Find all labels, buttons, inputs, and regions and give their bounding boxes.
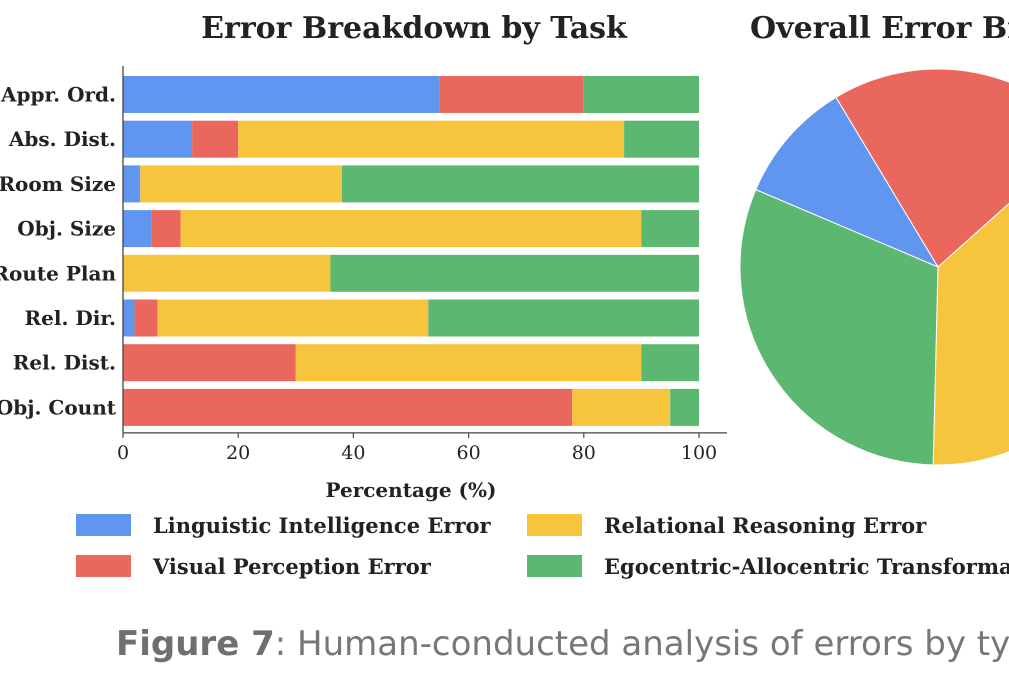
legend: Linguistic Intelligence Error Relational …	[76, 513, 1009, 579]
bar-series-group	[123, 76, 699, 426]
x-tick-label-3: 60	[457, 442, 481, 464]
bar-2-series-3	[341, 165, 699, 203]
bar-1-series-0	[123, 120, 193, 158]
y-tick-label-3: Obj. Size	[17, 217, 116, 241]
bar-6-series-1	[123, 344, 296, 382]
bar-5-series-0	[123, 299, 135, 337]
x-tick-label-2: 40	[341, 442, 365, 464]
bar-chart-title: Error Breakdown by Task	[201, 11, 628, 46]
bar-5-series-2	[157, 299, 429, 337]
figure-caption: Figure 7: Human-conducted analysis of er…	[116, 624, 1009, 664]
bar-axes	[122, 66, 727, 434]
legend-swatch-3	[527, 555, 582, 577]
x-axis-label: Percentage (%)	[325, 478, 496, 502]
chart-canvas: Error Breakdown by Task Overall Error Br…	[0, 11, 1009, 579]
legend-swatch-0	[76, 514, 131, 536]
pie-slices-group	[739, 68, 1009, 466]
bar-7-series-2	[572, 388, 671, 426]
bar-3-series-3	[641, 210, 699, 248]
y-tick-label-2: Room Size	[0, 172, 116, 196]
x-tick-label-5: 100	[681, 442, 717, 464]
y-tick-label-1: Abs. Dist.	[8, 127, 116, 151]
bar-3-series-2	[180, 210, 642, 248]
y-tick-label-0: Appr. Ord.	[0, 83, 116, 107]
legend-label-0: Linguistic Intelligence Error	[153, 513, 492, 538]
bar-0-series-0	[123, 76, 440, 113]
y-tick-label-4: Route Plan	[0, 261, 116, 285]
pie-chart-title: Overall Error Breakdown	[750, 11, 1009, 46]
x-tick-label-1: 20	[226, 442, 250, 464]
bar-4-series-3	[330, 254, 699, 292]
bar-0-series-3	[583, 76, 699, 113]
legend-label-3: Egocentric-Allocentric Transformation Er…	[604, 554, 1009, 579]
bar-1-series-2	[238, 120, 625, 158]
bar-1-series-3	[624, 120, 699, 158]
bar-2-series-2	[140, 165, 342, 203]
pie-slice-3	[739, 188, 939, 466]
bar-1-series-1	[192, 120, 239, 158]
legend-label-1: Relational Reasoning Error	[604, 513, 927, 538]
legend-swatch-2	[76, 555, 131, 577]
bar-0-series-1	[439, 76, 584, 113]
y-tick-label-7: Obj. Count	[0, 395, 117, 419]
x-tick-label-4: 80	[572, 442, 596, 464]
bar-5-series-3	[428, 299, 699, 337]
legend-label-2: Visual Perception Error	[152, 554, 432, 579]
caption-text: : Human-conducted analysis of errors by …	[274, 624, 1009, 664]
x-tick-label-0: 0	[117, 442, 129, 464]
y-tick-labels: Appr. Ord. Abs. Dist. Room Size Obj. Size Ro…	[0, 83, 117, 420]
x-tick-labels: 0 20 40 60 80 100	[117, 432, 717, 464]
bar-6-series-2	[295, 344, 642, 382]
pie-slice-1	[835, 68, 1009, 268]
pie-slice-0	[755, 96, 940, 269]
figure-label: Figure 7	[116, 624, 275, 664]
bar-7-series-3	[670, 388, 699, 426]
y-tick-label-5: Rel. Dir.	[25, 306, 116, 330]
legend-swatch-1	[527, 514, 582, 536]
bar-7-series-1	[123, 388, 573, 426]
bar-4-series-2	[123, 254, 331, 292]
bar-3-series-1	[151, 210, 181, 248]
pie-slice-2	[932, 202, 1009, 466]
bar-5-series-1	[134, 299, 158, 337]
y-tick-label-6: Rel. Dist.	[13, 351, 116, 375]
bar-3-series-0	[123, 210, 152, 248]
bar-2-series-0	[123, 165, 141, 203]
bar-6-series-3	[641, 344, 699, 382]
